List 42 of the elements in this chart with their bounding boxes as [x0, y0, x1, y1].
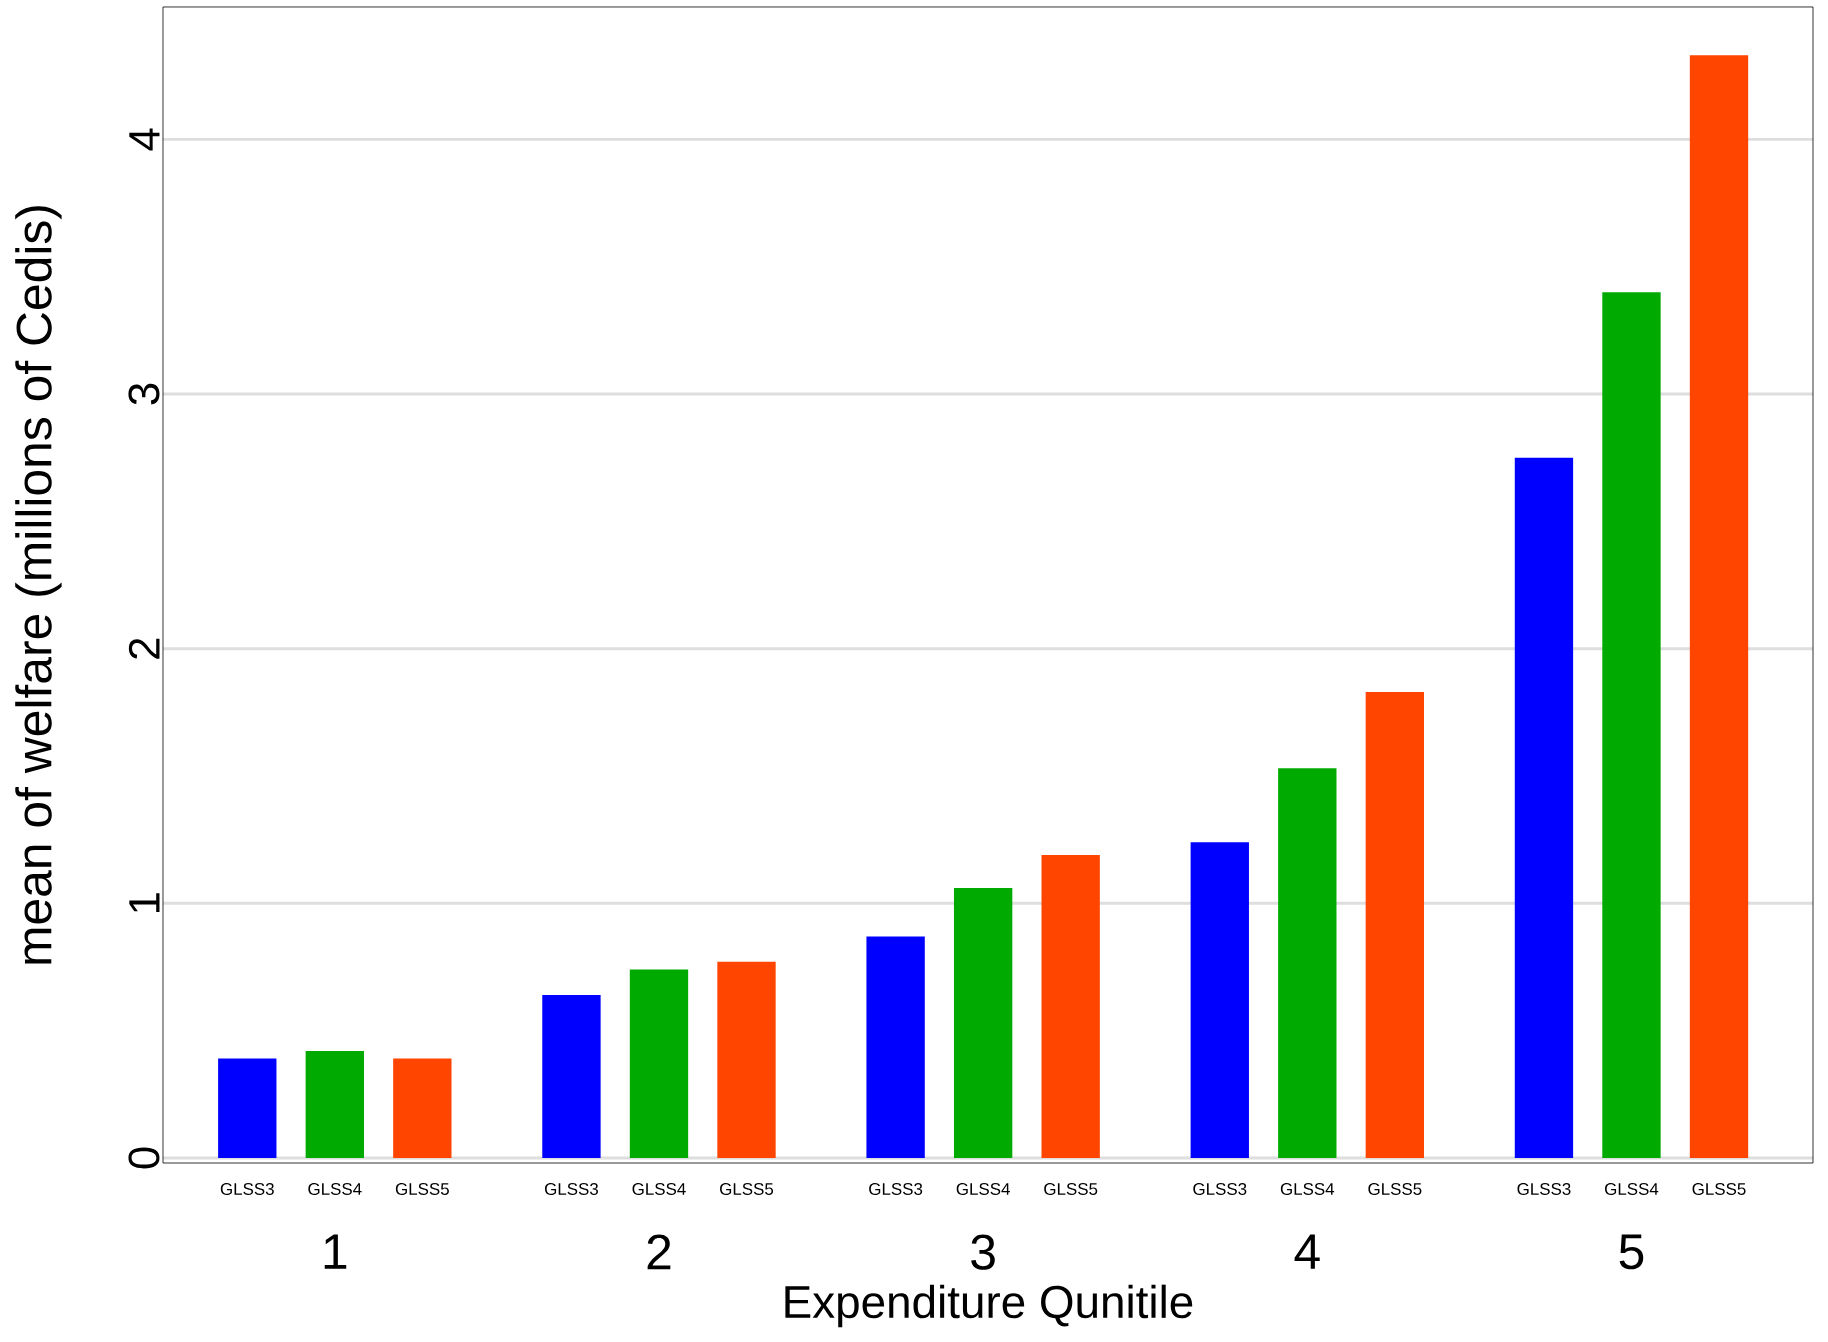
x-axis-title: Expenditure Qunitile: [785, 1284, 1193, 1328]
bar: [1278, 768, 1337, 1158]
x-tick-label: 5: [1619, 1234, 1644, 1270]
bar: [953, 888, 1013, 1158]
text: GLSS3: [1517, 1183, 1571, 1196]
text: GLSS3: [869, 1183, 923, 1196]
y-tick-label: 3: [128, 383, 160, 405]
text: GLSS5: [1044, 1183, 1098, 1196]
bar: [1689, 55, 1749, 1158]
x-tick-label: 2: [647, 1234, 671, 1270]
text: GLSS4: [632, 1183, 686, 1196]
x-tick-label: 4: [1294, 1234, 1320, 1269]
bar: [1514, 457, 1574, 1158]
text: GLSS4: [1605, 1183, 1659, 1196]
y-axis-title: mean of welfare (millions of Cedis): [15, 206, 62, 964]
series-label: GLSS4: [308, 1183, 362, 1196]
series-label: GLSS5: [395, 1183, 449, 1196]
bar: [1602, 292, 1661, 1158]
y-tick-label: 4: [129, 128, 160, 151]
text: GLSS4: [956, 1183, 1010, 1196]
bar: [1365, 691, 1425, 1158]
text: GLSS5: [1692, 1183, 1746, 1196]
bar: [866, 936, 925, 1158]
bar: [629, 969, 689, 1158]
text: GLSS4: [1280, 1183, 1335, 1196]
text: GLSS5: [720, 1183, 774, 1196]
y-tick-label: 1: [129, 893, 160, 913]
x-tick-label: 3: [971, 1234, 995, 1270]
y-tick-label: 0: [128, 1147, 160, 1169]
bar: [218, 1058, 277, 1158]
bar: [717, 961, 776, 1158]
bar: [305, 1050, 364, 1158]
bar: [1041, 854, 1100, 1158]
text: GLSS3: [545, 1183, 598, 1196]
bar: [1190, 842, 1249, 1158]
text: GLSS3: [1193, 1183, 1247, 1196]
bar: [393, 1058, 452, 1158]
series-label: GLSS3: [220, 1183, 274, 1196]
y-tick-label: 2: [128, 638, 160, 659]
x-tick-label: 1: [324, 1234, 347, 1269]
bar: [542, 994, 601, 1158]
text: GLSS5: [1368, 1183, 1422, 1196]
